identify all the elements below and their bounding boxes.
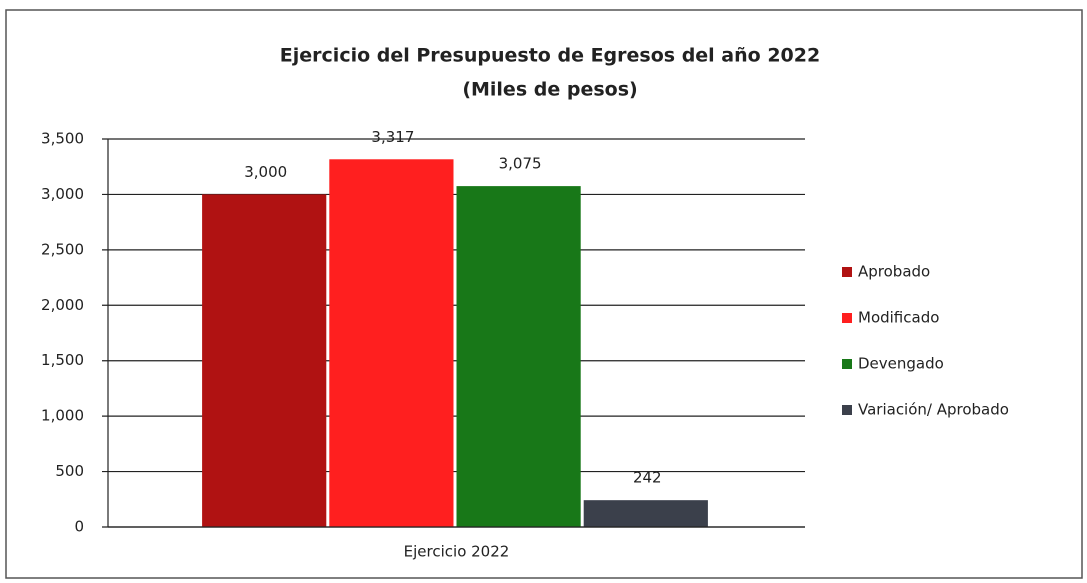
legend-swatch — [842, 267, 852, 277]
y-tick-label: 0 — [74, 518, 84, 536]
y-tick-label: 3,500 — [41, 130, 84, 148]
chart-title: Ejercicio del Presupuesto de Egresos del… — [280, 45, 820, 67]
bar — [329, 159, 454, 527]
data-label: 3,075 — [499, 155, 542, 173]
x-tick-label: Ejercicio 2022 — [404, 543, 510, 561]
bar — [202, 194, 327, 527]
legend-label: Devengado — [858, 355, 944, 373]
y-tick-label: 1,500 — [41, 351, 84, 369]
bar — [583, 500, 708, 527]
legend-label: Aprobado — [858, 263, 930, 281]
legend-swatch — [842, 313, 852, 323]
chart-subtitle: (Miles de pesos) — [462, 79, 637, 101]
legend-swatch — [842, 359, 852, 369]
y-tick-label: 2,000 — [41, 296, 84, 314]
y-tick-label: 1,000 — [41, 407, 84, 425]
legend-swatch — [842, 405, 852, 415]
y-tick-label: 2,500 — [41, 240, 84, 258]
y-tick-label: 3,000 — [41, 185, 84, 203]
bar — [456, 186, 581, 527]
data-label: 242 — [633, 469, 662, 487]
legend-label: Modificado — [858, 309, 939, 327]
data-label: 3,317 — [371, 128, 414, 146]
y-tick-label: 500 — [55, 462, 84, 480]
data-label: 3,000 — [244, 163, 287, 181]
legend-label: Variación/ Aprobado — [858, 401, 1009, 419]
